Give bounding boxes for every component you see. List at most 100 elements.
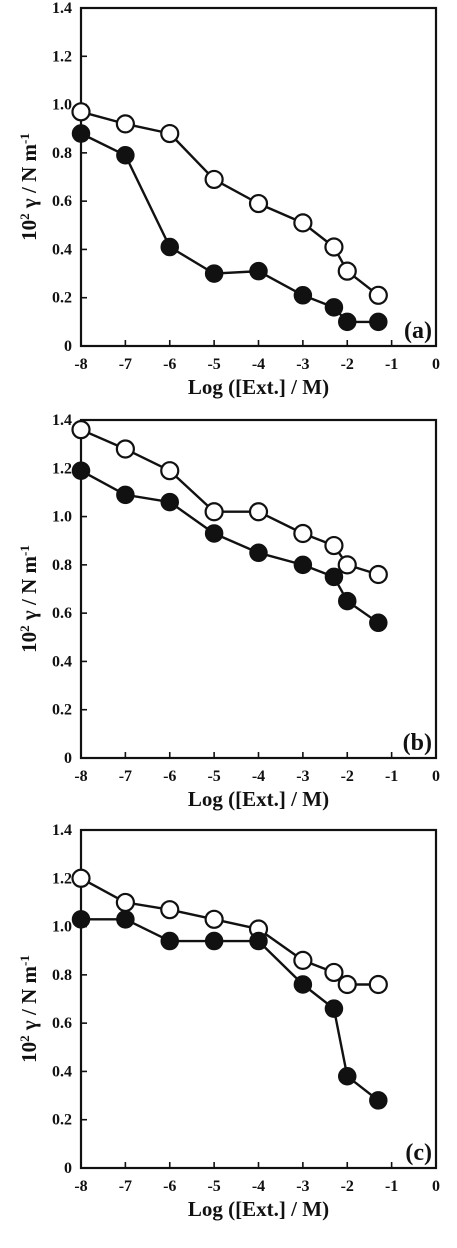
data-point-filled bbox=[249, 543, 268, 563]
x-tick-label: -4 bbox=[252, 356, 265, 373]
y-tick-label: 1.0 bbox=[52, 97, 72, 114]
y-axis-title: 102 γ / N m-1 bbox=[17, 955, 42, 1063]
data-point-filled bbox=[116, 146, 135, 165]
data-point-open bbox=[204, 909, 224, 929]
x-tick-label: -3 bbox=[296, 768, 309, 785]
x-tick-label: -2 bbox=[341, 768, 354, 785]
data-point-filled bbox=[71, 461, 91, 480]
data-point-filled bbox=[369, 312, 388, 332]
y-tick-label: 0.6 bbox=[52, 1015, 72, 1032]
data-point-filled bbox=[204, 524, 224, 543]
x-tick-label: -8 bbox=[74, 768, 87, 785]
x-tick-label: -1 bbox=[385, 1178, 398, 1195]
x-axis-title: Log ([Ext.] / M) bbox=[188, 787, 329, 811]
plot-frame-c bbox=[79, 828, 438, 1170]
y-tick-label: 0 bbox=[64, 1160, 72, 1177]
y-tick-label: 1.2 bbox=[52, 460, 72, 477]
series-line-open bbox=[79, 110, 380, 297]
data-point-open bbox=[115, 114, 135, 134]
data-point-open bbox=[324, 962, 344, 983]
chart-panel-b: 0 0.2 0.4 0.6 0.8 1.0 1.2 1.4 -8 -7 -6 -5 -4 -3 -2 -1 0 L… bbox=[17, 412, 441, 811]
data-point-filled bbox=[324, 567, 344, 587]
data-point-filled bbox=[249, 261, 268, 281]
x-tick-label: -7 bbox=[119, 768, 132, 785]
data-point-open bbox=[248, 193, 269, 214]
data-point-open bbox=[368, 285, 388, 305]
y-axis-title-superscript: -1 bbox=[17, 133, 32, 144]
data-point-filled bbox=[324, 999, 344, 1018]
chart-panel-a: 0 0.2 0.4 0.6 0.8 1.0 1.2 1.4 -8 -7 -6 -5 -4 -3 -2 -1 0 L… bbox=[17, 0, 441, 399]
data-point-open bbox=[337, 555, 357, 575]
y-tick-label: 0.2 bbox=[52, 1112, 72, 1129]
y-tick-label: 1.4 bbox=[52, 412, 72, 429]
y-axis-title-text: γ / N m bbox=[17, 144, 41, 214]
data-point-open bbox=[115, 892, 135, 913]
x-tick-label: -5 bbox=[207, 1178, 220, 1195]
y-tick-label: 0.4 bbox=[52, 1063, 72, 1080]
data-point-open bbox=[337, 261, 357, 281]
data-point-open bbox=[337, 974, 357, 995]
x-tick-label: -8 bbox=[74, 356, 87, 373]
y-tick-label: 1.4 bbox=[52, 822, 72, 839]
y-tick-label: 0.2 bbox=[52, 702, 72, 719]
data-point-open bbox=[368, 974, 388, 995]
data-point-open bbox=[293, 950, 313, 970]
data-point-filled bbox=[338, 312, 357, 332]
data-point-open bbox=[115, 439, 135, 459]
plot-frame-b bbox=[79, 418, 438, 760]
x-tick-label: -1 bbox=[385, 768, 398, 785]
data-point-filled bbox=[204, 264, 224, 283]
x-tick-label: 0 bbox=[432, 356, 440, 373]
x-axis-title: Log ([Ext.] / M) bbox=[188, 375, 329, 399]
y-tick-label: 1.4 bbox=[52, 0, 72, 17]
y-axis-title-superscript: 2 bbox=[17, 1035, 32, 1042]
data-point-filled bbox=[324, 298, 344, 317]
y-axis-title-superscript: -1 bbox=[17, 955, 32, 966]
x-tick-label: -3 bbox=[296, 1178, 309, 1195]
data-point-open bbox=[160, 461, 180, 481]
data-point-open bbox=[160, 900, 180, 920]
panel-label: (c) bbox=[405, 1140, 432, 1166]
x-tick-label: -6 bbox=[163, 1178, 176, 1195]
y-axis-title-text: γ / N m bbox=[17, 966, 41, 1036]
y-tick-label: 0.8 bbox=[52, 145, 72, 162]
y-tick-label: 1.2 bbox=[52, 870, 72, 887]
data-point-open bbox=[293, 523, 313, 544]
data-point-filled bbox=[204, 931, 224, 951]
data-point-open bbox=[248, 502, 269, 522]
x-tick-label: -4 bbox=[252, 768, 265, 785]
x-tick-label: 0 bbox=[432, 1178, 440, 1195]
y-tick-label: 1.2 bbox=[52, 48, 72, 65]
data-point-filled bbox=[160, 492, 179, 512]
data-point-filled bbox=[71, 124, 91, 143]
panel-label: (a) bbox=[404, 318, 432, 344]
y-axis-title-superscript: -1 bbox=[17, 545, 32, 556]
data-point-open bbox=[293, 213, 313, 233]
x-tick-label: -5 bbox=[207, 356, 220, 373]
x-tick-label: 0 bbox=[432, 768, 440, 785]
chart-panel-c: 0 0.2 0.4 0.6 0.8 1.0 1.2 1.4 -8 -7 -6 -5 -4 -3 -2 -1 0 L… bbox=[17, 822, 441, 1221]
y-tick-label: 1.0 bbox=[52, 919, 72, 936]
y-tick-label: 0 bbox=[64, 338, 72, 355]
data-point-open bbox=[204, 502, 224, 522]
data-point-filled bbox=[160, 237, 179, 257]
x-tick-label: -2 bbox=[341, 1178, 354, 1195]
data-point-filled bbox=[116, 485, 135, 505]
data-point-filled bbox=[338, 1067, 357, 1086]
data-point-open bbox=[368, 564, 388, 585]
y-axis-title-superscript: 2 bbox=[17, 213, 32, 220]
x-tick-label: -6 bbox=[163, 768, 176, 785]
x-tick-label: -5 bbox=[207, 768, 220, 785]
data-point-filled bbox=[293, 975, 313, 994]
data-point-filled bbox=[369, 613, 388, 633]
y-tick-label: 0.4 bbox=[52, 241, 72, 258]
data-point-filled bbox=[338, 591, 357, 611]
y-tick-label: 0.6 bbox=[52, 605, 72, 622]
x-tick-label: -6 bbox=[163, 356, 176, 373]
y-tick-label: 0.8 bbox=[52, 967, 72, 984]
y-axis-title: 102 γ / N m-1 bbox=[17, 133, 42, 241]
y-tick-label: 0.2 bbox=[52, 290, 72, 307]
data-point-filled bbox=[160, 931, 179, 951]
data-point-open bbox=[324, 237, 344, 257]
data-point-filled bbox=[249, 931, 268, 951]
